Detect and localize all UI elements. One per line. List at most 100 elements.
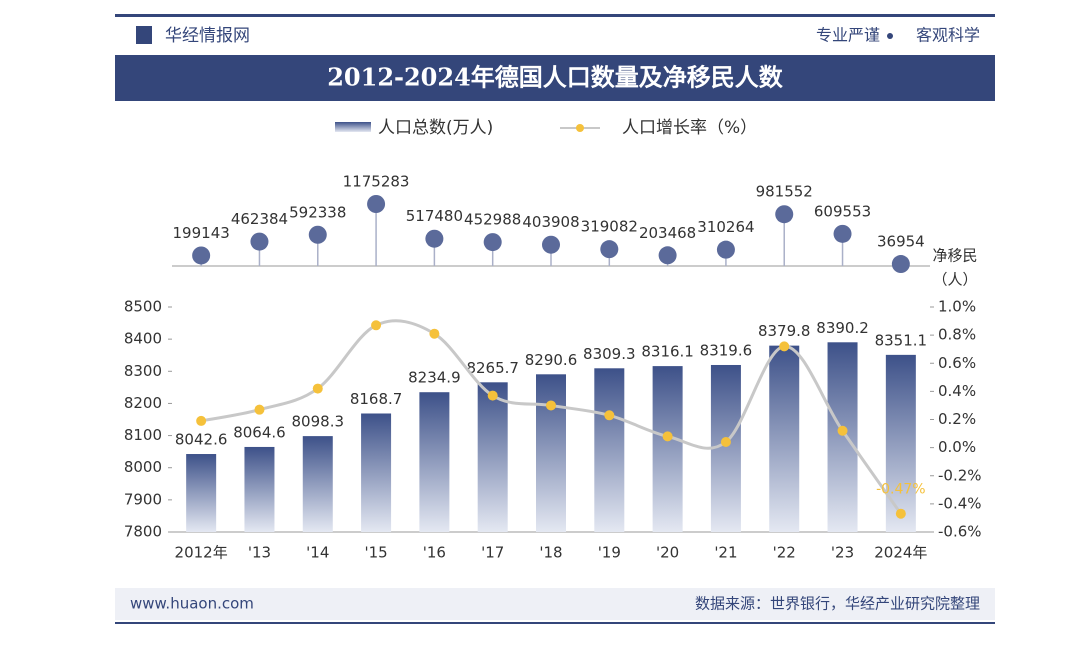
lollipop-dot <box>658 246 677 265</box>
slogan: 客观科学 <box>916 26 980 45</box>
bar <box>827 342 858 532</box>
axis-label: （人） <box>932 271 977 289</box>
logo <box>136 26 152 44</box>
x-tick-label: '14 <box>306 544 329 562</box>
bar <box>419 392 450 532</box>
y-tick-label: 8000 <box>124 458 162 476</box>
data-label: 8265.7 <box>466 359 519 377</box>
chart-title: 2012-2024年德国人口数量及净移民人数 <box>327 63 784 92</box>
x-tick-label: '22 <box>773 544 796 562</box>
lollipop-dot <box>775 205 794 224</box>
bottom-rule <box>115 622 995 624</box>
line-dot <box>837 425 848 436</box>
slogan-dot <box>887 33 893 39</box>
y2-tick-label: -0.4% <box>938 494 982 512</box>
bar <box>594 368 625 532</box>
y2-tick-label: 0.8% <box>938 326 976 344</box>
data-label: 8290.6 <box>525 351 578 369</box>
data-label: 981552 <box>756 183 813 201</box>
footer-band <box>115 588 995 620</box>
bar <box>652 366 683 532</box>
data-label: 8042.6 <box>175 431 228 449</box>
data-label: 8316.1 <box>641 343 694 361</box>
line-dot <box>604 410 615 421</box>
growth-line <box>200 319 903 515</box>
x-tick-label: '18 <box>539 544 562 562</box>
data-label: 592338 <box>289 203 346 221</box>
footer-site: www.huaon.com <box>130 595 254 613</box>
y-tick-label: 7900 <box>124 490 162 508</box>
data-label: 8168.7 <box>350 390 403 408</box>
bar <box>244 446 275 532</box>
lollipop-dot <box>192 246 211 265</box>
slogan: 专业严谨 <box>816 26 880 45</box>
x-tick-label: 2012年 <box>175 544 228 562</box>
data-label: 8319.6 <box>700 341 753 359</box>
lollipop-dot <box>833 224 852 243</box>
data-label: 8379.8 <box>758 322 811 340</box>
data-label: 1175283 <box>343 173 410 191</box>
data-label: 8309.3 <box>583 345 636 363</box>
line-dot <box>662 431 673 442</box>
y-tick-label: 7800 <box>124 523 162 541</box>
x-tick-label: '19 <box>598 544 621 562</box>
x-tick-label: '13 <box>248 544 271 562</box>
bar <box>186 454 217 532</box>
legend-label: 人口增长率（%） <box>622 118 757 138</box>
data-label: 609553 <box>814 202 871 220</box>
data-label: 8351.1 <box>875 331 928 349</box>
lollipop-dot <box>600 240 619 259</box>
lollipop-dot <box>716 240 735 259</box>
bar <box>769 345 800 532</box>
line-dot <box>312 383 323 394</box>
data-label: 8234.9 <box>408 369 461 387</box>
y-tick-label: 8200 <box>124 394 162 412</box>
line-dot <box>895 508 906 519</box>
lollipop-dot <box>250 232 269 251</box>
y-tick-label: 8400 <box>124 330 162 348</box>
x-tick-label: '15 <box>364 544 387 562</box>
data-label: -0.47% <box>876 482 926 498</box>
title-band <box>115 55 995 101</box>
data-label: 310264 <box>697 218 754 236</box>
x-tick-label: '20 <box>656 544 679 562</box>
data-label: 319082 <box>581 218 638 236</box>
data-label: 36954 <box>877 233 925 251</box>
bar <box>885 354 916 532</box>
data-label: 517480 <box>406 207 463 225</box>
lollipop-dot <box>308 225 327 244</box>
data-label: 8390.2 <box>816 319 869 337</box>
data-label: 203468 <box>639 224 696 242</box>
y2-tick-label: 1.0% <box>938 298 976 316</box>
lollipop-dot <box>542 235 560 254</box>
lollipop-dot <box>891 255 910 274</box>
bar <box>302 436 333 532</box>
top-rule <box>115 14 995 17</box>
line-dot <box>720 437 731 447</box>
y2-tick-label: -0.6% <box>938 523 982 541</box>
x-tick-label: 2024年 <box>874 544 927 562</box>
lollipop-dot <box>425 229 444 248</box>
y2-tick-label: 0.6% <box>938 354 976 372</box>
y-tick-label: 8500 <box>124 298 162 316</box>
bar <box>361 413 392 532</box>
line-dot <box>196 415 207 426</box>
axis-label: 净移民 <box>932 247 977 265</box>
brand: 华经情报网 <box>165 26 250 46</box>
legend-dot <box>576 124 584 132</box>
y-tick-label: 8300 <box>124 362 162 380</box>
lollipop-dot <box>367 195 386 213</box>
legend-bar <box>335 122 371 132</box>
data-label: 452988 <box>464 211 521 229</box>
x-tick-label: '23 <box>831 544 854 562</box>
legend-label: 人口总数(万人) <box>378 118 493 138</box>
y2-tick-label: 0.4% <box>938 382 976 400</box>
x-tick-label: '21 <box>714 544 737 562</box>
y2-tick-label: 0.2% <box>938 410 976 428</box>
data-label: 8098.3 <box>292 413 345 431</box>
line-dot <box>429 328 440 339</box>
bar <box>536 374 566 532</box>
line-dot <box>371 320 382 331</box>
